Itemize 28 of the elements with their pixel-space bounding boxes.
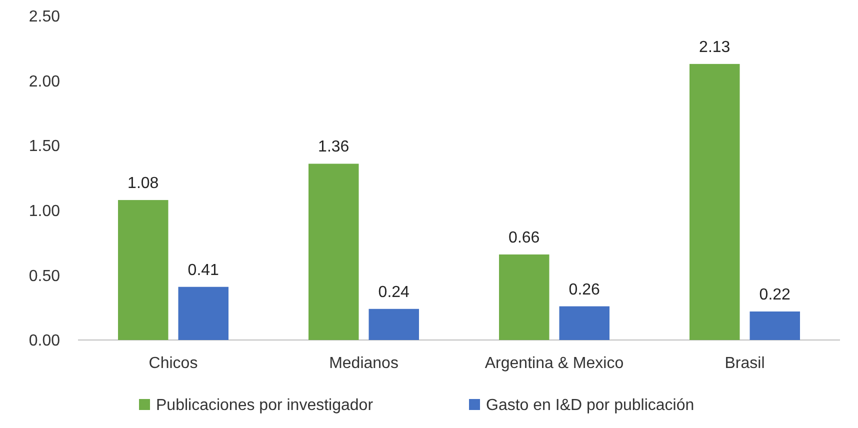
y-tick-label: 2.00: [28, 73, 60, 90]
bar: [178, 286, 228, 340]
bar: [368, 308, 419, 340]
x-tick-label: Medianos: [329, 355, 398, 372]
bar: [118, 200, 168, 340]
data-label: 0.26: [568, 281, 600, 298]
bar: [690, 64, 740, 340]
data-label: 0.41: [188, 262, 220, 279]
bar: [499, 254, 550, 340]
legend-label: Publicaciones por investigador: [156, 397, 374, 414]
legend-label: Gasto en I&D por publicación: [486, 397, 694, 414]
y-tick-label: 0.50: [28, 268, 60, 285]
y-tick-label: 1.00: [28, 203, 60, 220]
data-label: 0.22: [759, 286, 791, 304]
x-tick-label: Argentina & Mexico: [484, 355, 624, 372]
data-label: 0.24: [378, 284, 410, 301]
bar: [750, 311, 800, 340]
bar: [559, 306, 610, 340]
x-tick-label: Chicos: [148, 355, 198, 372]
x-tick-label: Brasil: [724, 355, 765, 372]
data-label: 1.08: [128, 175, 159, 192]
bar: [308, 164, 359, 340]
data-label: 1.36: [318, 138, 350, 156]
data-label: 2.13: [699, 38, 730, 56]
data-label: 0.66: [508, 229, 540, 246]
y-tick-label: 1.50: [28, 138, 60, 156]
y-tick-label: 2.50: [28, 8, 60, 26]
y-tick-label: 0.00: [28, 332, 60, 350]
